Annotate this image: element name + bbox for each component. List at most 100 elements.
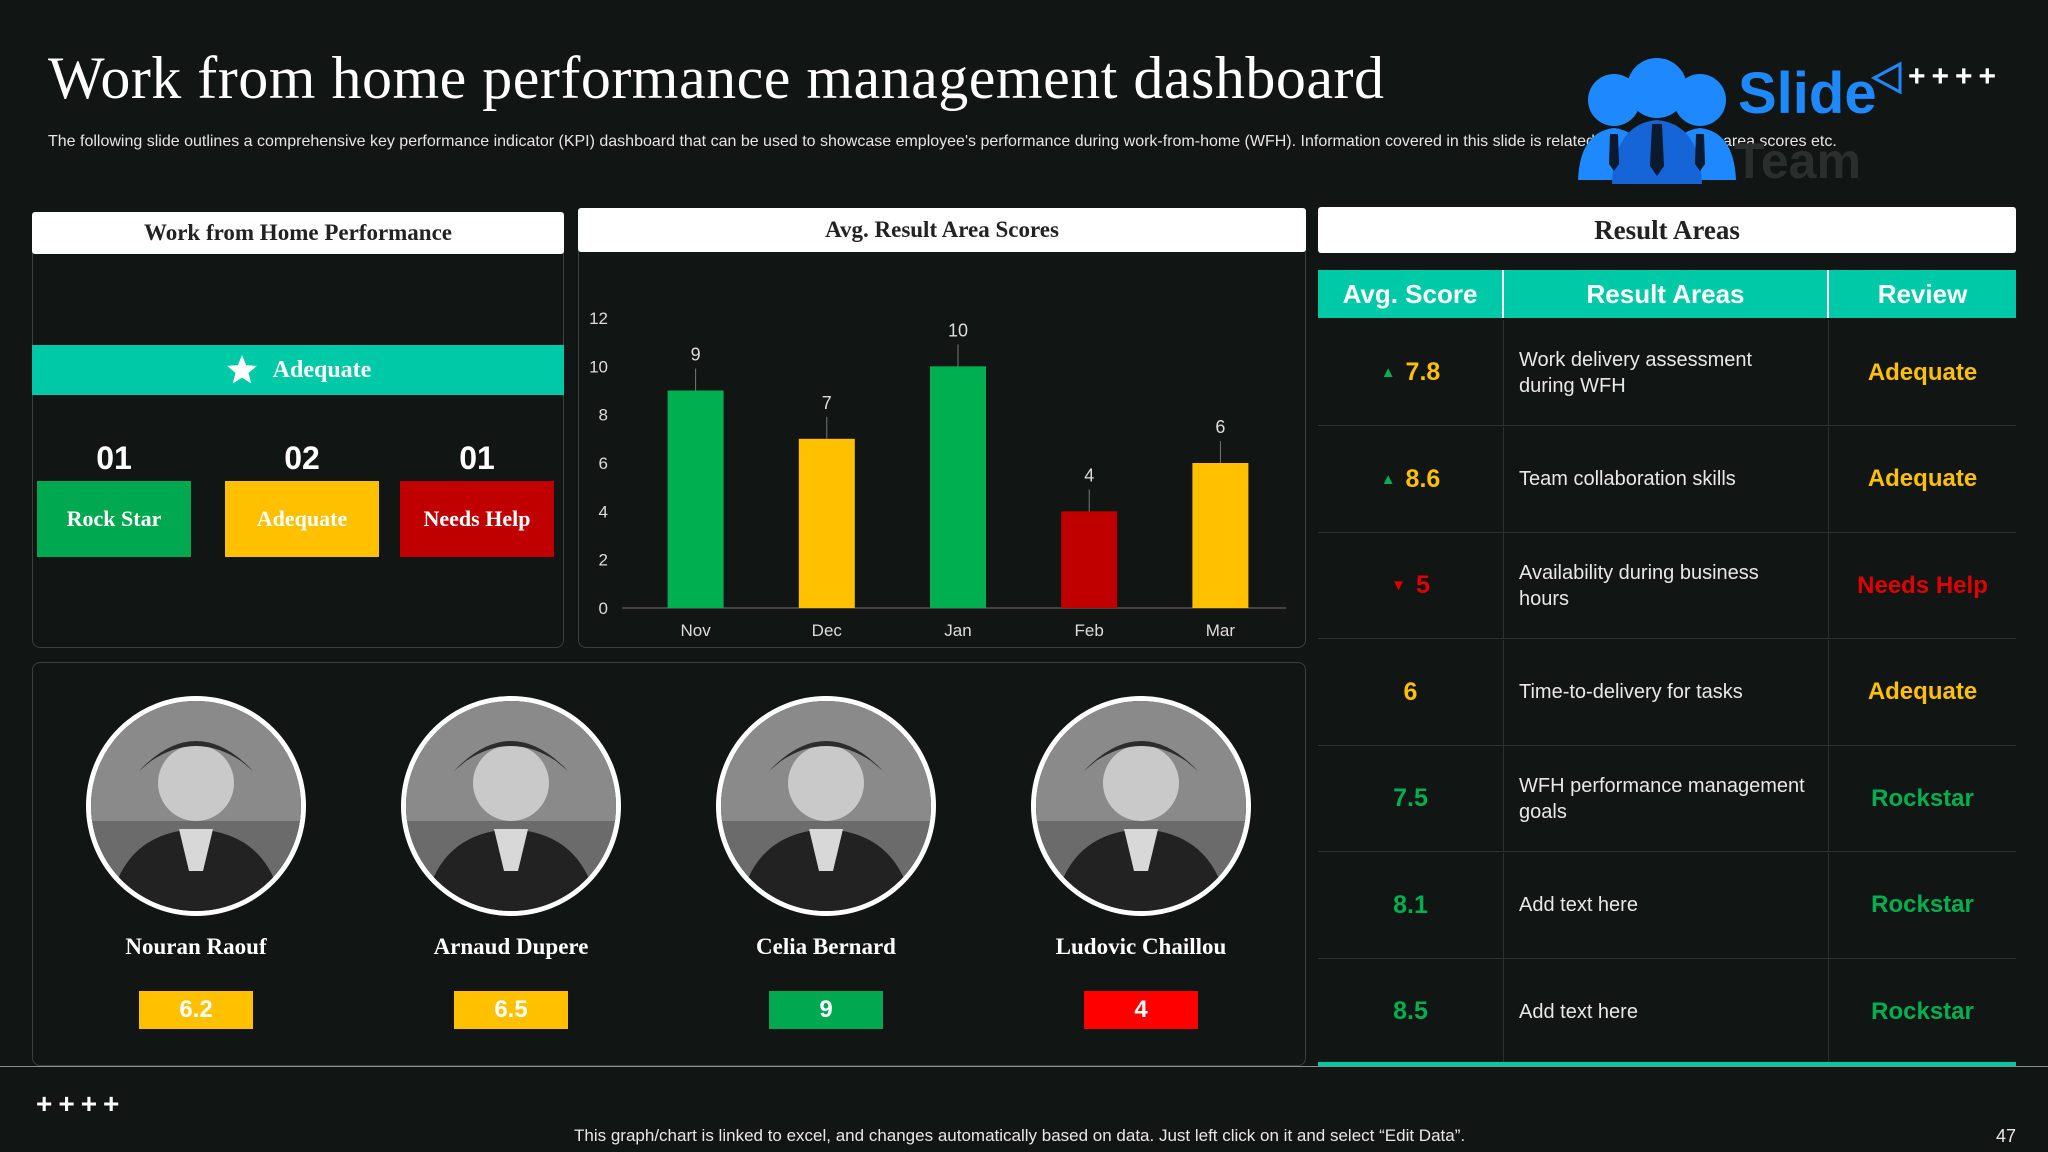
result-table-header: Avg. Score Result Areas Review (1318, 270, 2016, 318)
needs-help-count: 01 (459, 440, 495, 476)
logo-crosses: ++++ (1908, 60, 2003, 93)
team-people-icon (1578, 58, 1736, 184)
wfh-performance-title: Work from Home Performance (32, 212, 564, 254)
page-number: 47 (1996, 1126, 2017, 1146)
y-tick-label: 4 (599, 502, 608, 521)
trend-down-icon: ▼ (1391, 577, 1406, 594)
wfh-overall-banner: Adequate (32, 345, 564, 395)
col-result-areas: Result Areas (1504, 270, 1829, 318)
avg-score-value: 8.1 (1393, 890, 1428, 919)
employee-avatar (716, 696, 936, 916)
footer-crosses: ++++ (36, 1088, 126, 1119)
y-tick-label: 8 (599, 406, 608, 425)
adequate-count: 02 (284, 440, 320, 476)
avg-score-cell: ▲ 7.8 (1318, 320, 1504, 425)
table-row: ▼ 5 Availability during business hours Need… (1318, 533, 2016, 639)
result-area-cell: Add text here (1504, 959, 1829, 1064)
data-label: 9 (691, 345, 701, 365)
y-tick-label: 6 (599, 454, 608, 473)
y-tick-label: 12 (589, 309, 608, 328)
result-area-cell: Time-to-delivery for tasks (1504, 639, 1829, 745)
table-row: ▲ 7.8 Work delivery assessment during WFH A… (1318, 320, 2016, 426)
person-photo-icon (406, 701, 616, 911)
employee-score-badge: 6.2 (139, 991, 253, 1029)
review-cell: Adequate (1867, 358, 1978, 386)
chart-bar (1061, 511, 1118, 608)
avg-score-value: 6 (1403, 677, 1418, 706)
x-tick-label: Nov (680, 621, 711, 640)
employee-name: Celia Bernard (756, 934, 896, 959)
employee-score-badge: 4 (1084, 991, 1198, 1029)
person-photo-icon (91, 701, 301, 911)
review-cell: Needs Help (1857, 571, 1988, 599)
rockstar-status: Rock Star (37, 481, 191, 557)
table-bottom-rule (1318, 1062, 2016, 1066)
avg-score-cell: 6 (1318, 639, 1504, 745)
person-photo-icon (721, 701, 931, 911)
review-cell: Adequate (1867, 678, 1978, 705)
avg-score-value: 8.5 (1393, 997, 1428, 1025)
employee-avatar (401, 696, 621, 916)
col-review: Review (1877, 278, 1968, 309)
chart-bar (930, 366, 986, 608)
data-label: 10 (948, 320, 968, 340)
result-area-cell: Availability during business hours (1504, 533, 1829, 638)
data-label: 4 (1084, 465, 1094, 485)
needs-help-status: Needs Help (400, 481, 554, 557)
logo-triangle-icon (1870, 61, 1902, 95)
x-tick-label: Jan (944, 621, 971, 640)
chart-bar (667, 390, 724, 608)
review-cell: Rockstar (1871, 997, 1974, 1025)
avg-scores-title: Avg. Result Area Scores (578, 208, 1306, 252)
employee-score-badge: 6.5 (454, 991, 568, 1029)
review-cell: Rockstar (1871, 891, 1974, 918)
star-icon (226, 355, 257, 384)
data-label: 7 (822, 393, 832, 413)
chart-bar (798, 438, 855, 608)
page-subtitle: The following slide outlines a comprehen… (48, 133, 1837, 150)
adequate-status: Adequate (225, 481, 379, 557)
avg-score-value: 8.6 (1405, 464, 1441, 493)
table-row: 7.5 WFH performance management goals Rocks… (1318, 746, 2016, 852)
x-tick-label: Feb (1075, 621, 1104, 640)
avg-score-value: 7.5 (1393, 784, 1428, 812)
brand-logo: Slide ++++ Team (1572, 54, 2012, 189)
data-label: 6 (1215, 417, 1225, 437)
person-photo-icon (1036, 701, 1246, 911)
x-tick-label: Dec (812, 621, 843, 640)
employee-score-badge: 9 (769, 991, 883, 1029)
rockstar-count: 01 (96, 440, 132, 476)
result-area-cell: Work delivery assessment during WFH (1504, 320, 1829, 425)
employee-name: Nouran Raouf (125, 934, 267, 959)
table-row: 8.5 Add text here Rockstar (1318, 959, 2016, 1065)
table-row: 8.1 Add text here Rockstar (1318, 852, 2016, 959)
avg-score-cell: 8.1 (1318, 852, 1504, 958)
x-tick-label: Mar (1206, 621, 1236, 640)
result-area-cell: WFH performance management goals (1504, 746, 1829, 851)
result-area-cell: Team collaboration skills (1504, 426, 1829, 532)
footer-note: This graph/chart is linked to excel, and… (574, 1126, 1466, 1145)
avg-score-value: 5 (1415, 571, 1430, 599)
y-tick-label: 2 (599, 551, 608, 570)
avg-score-cell: ▼ 5 (1318, 533, 1504, 638)
review-cell: Adequate (1867, 465, 1978, 492)
footer-divider (0, 1066, 2048, 1067)
employee-avatar (86, 696, 306, 916)
result-areas-title: Result Areas (1318, 207, 2016, 253)
avg-score-cell: ▲ 8.6 (1318, 426, 1504, 532)
page-title: Work from home performance management da… (48, 45, 1385, 111)
employee-name: Arnaud Dupere (433, 934, 589, 959)
avg-score-cell: 7.5 (1318, 746, 1504, 851)
wfh-performance-panel (32, 212, 564, 648)
avg-scores-chart: 0 2 4 6 8 10 12 9 Nov 7 Dec 10 Jan 4 Feb 6 Mar (589, 309, 1286, 640)
review-cell: Rockstar (1871, 784, 1974, 812)
employee-name: Ludovic Chaillou (1055, 934, 1227, 959)
chart-bar (1192, 463, 1249, 608)
wfh-banner-label: Adequate (272, 356, 372, 383)
trend-up-icon: ▲ (1380, 470, 1396, 488)
trend-up-icon: ▲ (1380, 364, 1396, 381)
y-tick-label: 10 (589, 357, 608, 376)
y-tick-label: 0 (599, 599, 608, 618)
avg-score-value: 7.8 (1405, 358, 1441, 386)
result-area-cell: Add text here (1504, 852, 1829, 958)
